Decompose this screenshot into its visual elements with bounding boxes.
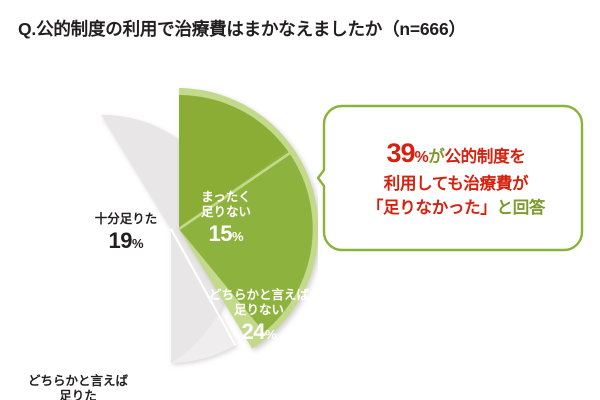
callout-highlight-value: 39% [386, 138, 429, 169]
pie-label-value: 19% [108, 227, 144, 253]
callout-line3-tail: と回答 [496, 198, 546, 217]
pie-label-line1: どちらかと言えば [208, 288, 309, 302]
pie-chart: まったく 足りない 15% どちらかと言えば 足りない 24% どちらかと言えば… [28, 84, 318, 400]
pie-gray-separator [170, 228, 237, 346]
callout-line3-quoted: 「足りなかった」 [366, 198, 497, 217]
pie-green-group [178, 88, 318, 349]
callout-line-1: 39%が公的制度を [387, 136, 526, 172]
pie-label-value: 24% [241, 318, 277, 344]
callout-shape [316, 104, 584, 252]
pie-label-line1: どちらかと言えば [28, 374, 129, 388]
pie-label-value: 15% [208, 220, 244, 246]
pie-label-mattaku-tarinai: まったく 足りない 15% [178, 190, 274, 246]
pie-label-dochira-tarinai: どちらかと言えば 足りない 24% [189, 288, 329, 344]
pie-slice-mattaku-tarinai [179, 95, 288, 229]
pie-label-line1: 十分足りた [94, 212, 158, 226]
pie-label-dochira-tarita: どちらかと言えば 足りた 42% [28, 374, 128, 400]
callout-line1-tail: 公的制度を [444, 148, 526, 167]
pie-label-line1: まったく [201, 190, 251, 204]
pie-slice-dochira-tarinai [179, 150, 313, 333]
pie-label-line2: 足りない [233, 302, 284, 317]
pie-label-line2: 足りない [200, 204, 251, 219]
callout-line-3: 「足りなかった」と回答 [366, 198, 546, 220]
page-title: Q.公的制度の利用で治療費はまかなえましたか（n=666） [18, 19, 466, 39]
callout-line-2: 利用しても治療費が [383, 175, 529, 194]
pie-green-separator [178, 151, 291, 231]
pie-label-line2: 足りた [59, 388, 97, 400]
callout-text-block: 39%が公的制度を 利用しても治療費が 「足りなかった」と回答 [316, 104, 584, 252]
pie-chart-svg [101, 88, 318, 363]
callout-outline [316, 104, 584, 252]
callout-line1-particle: が [428, 148, 445, 167]
callout-balloon: 39%が公的制度を 利用しても治療費が 「足りなかった」と回答 [316, 104, 584, 252]
pie-label-juubun-tarita: 十分足りた 19% [72, 212, 180, 254]
